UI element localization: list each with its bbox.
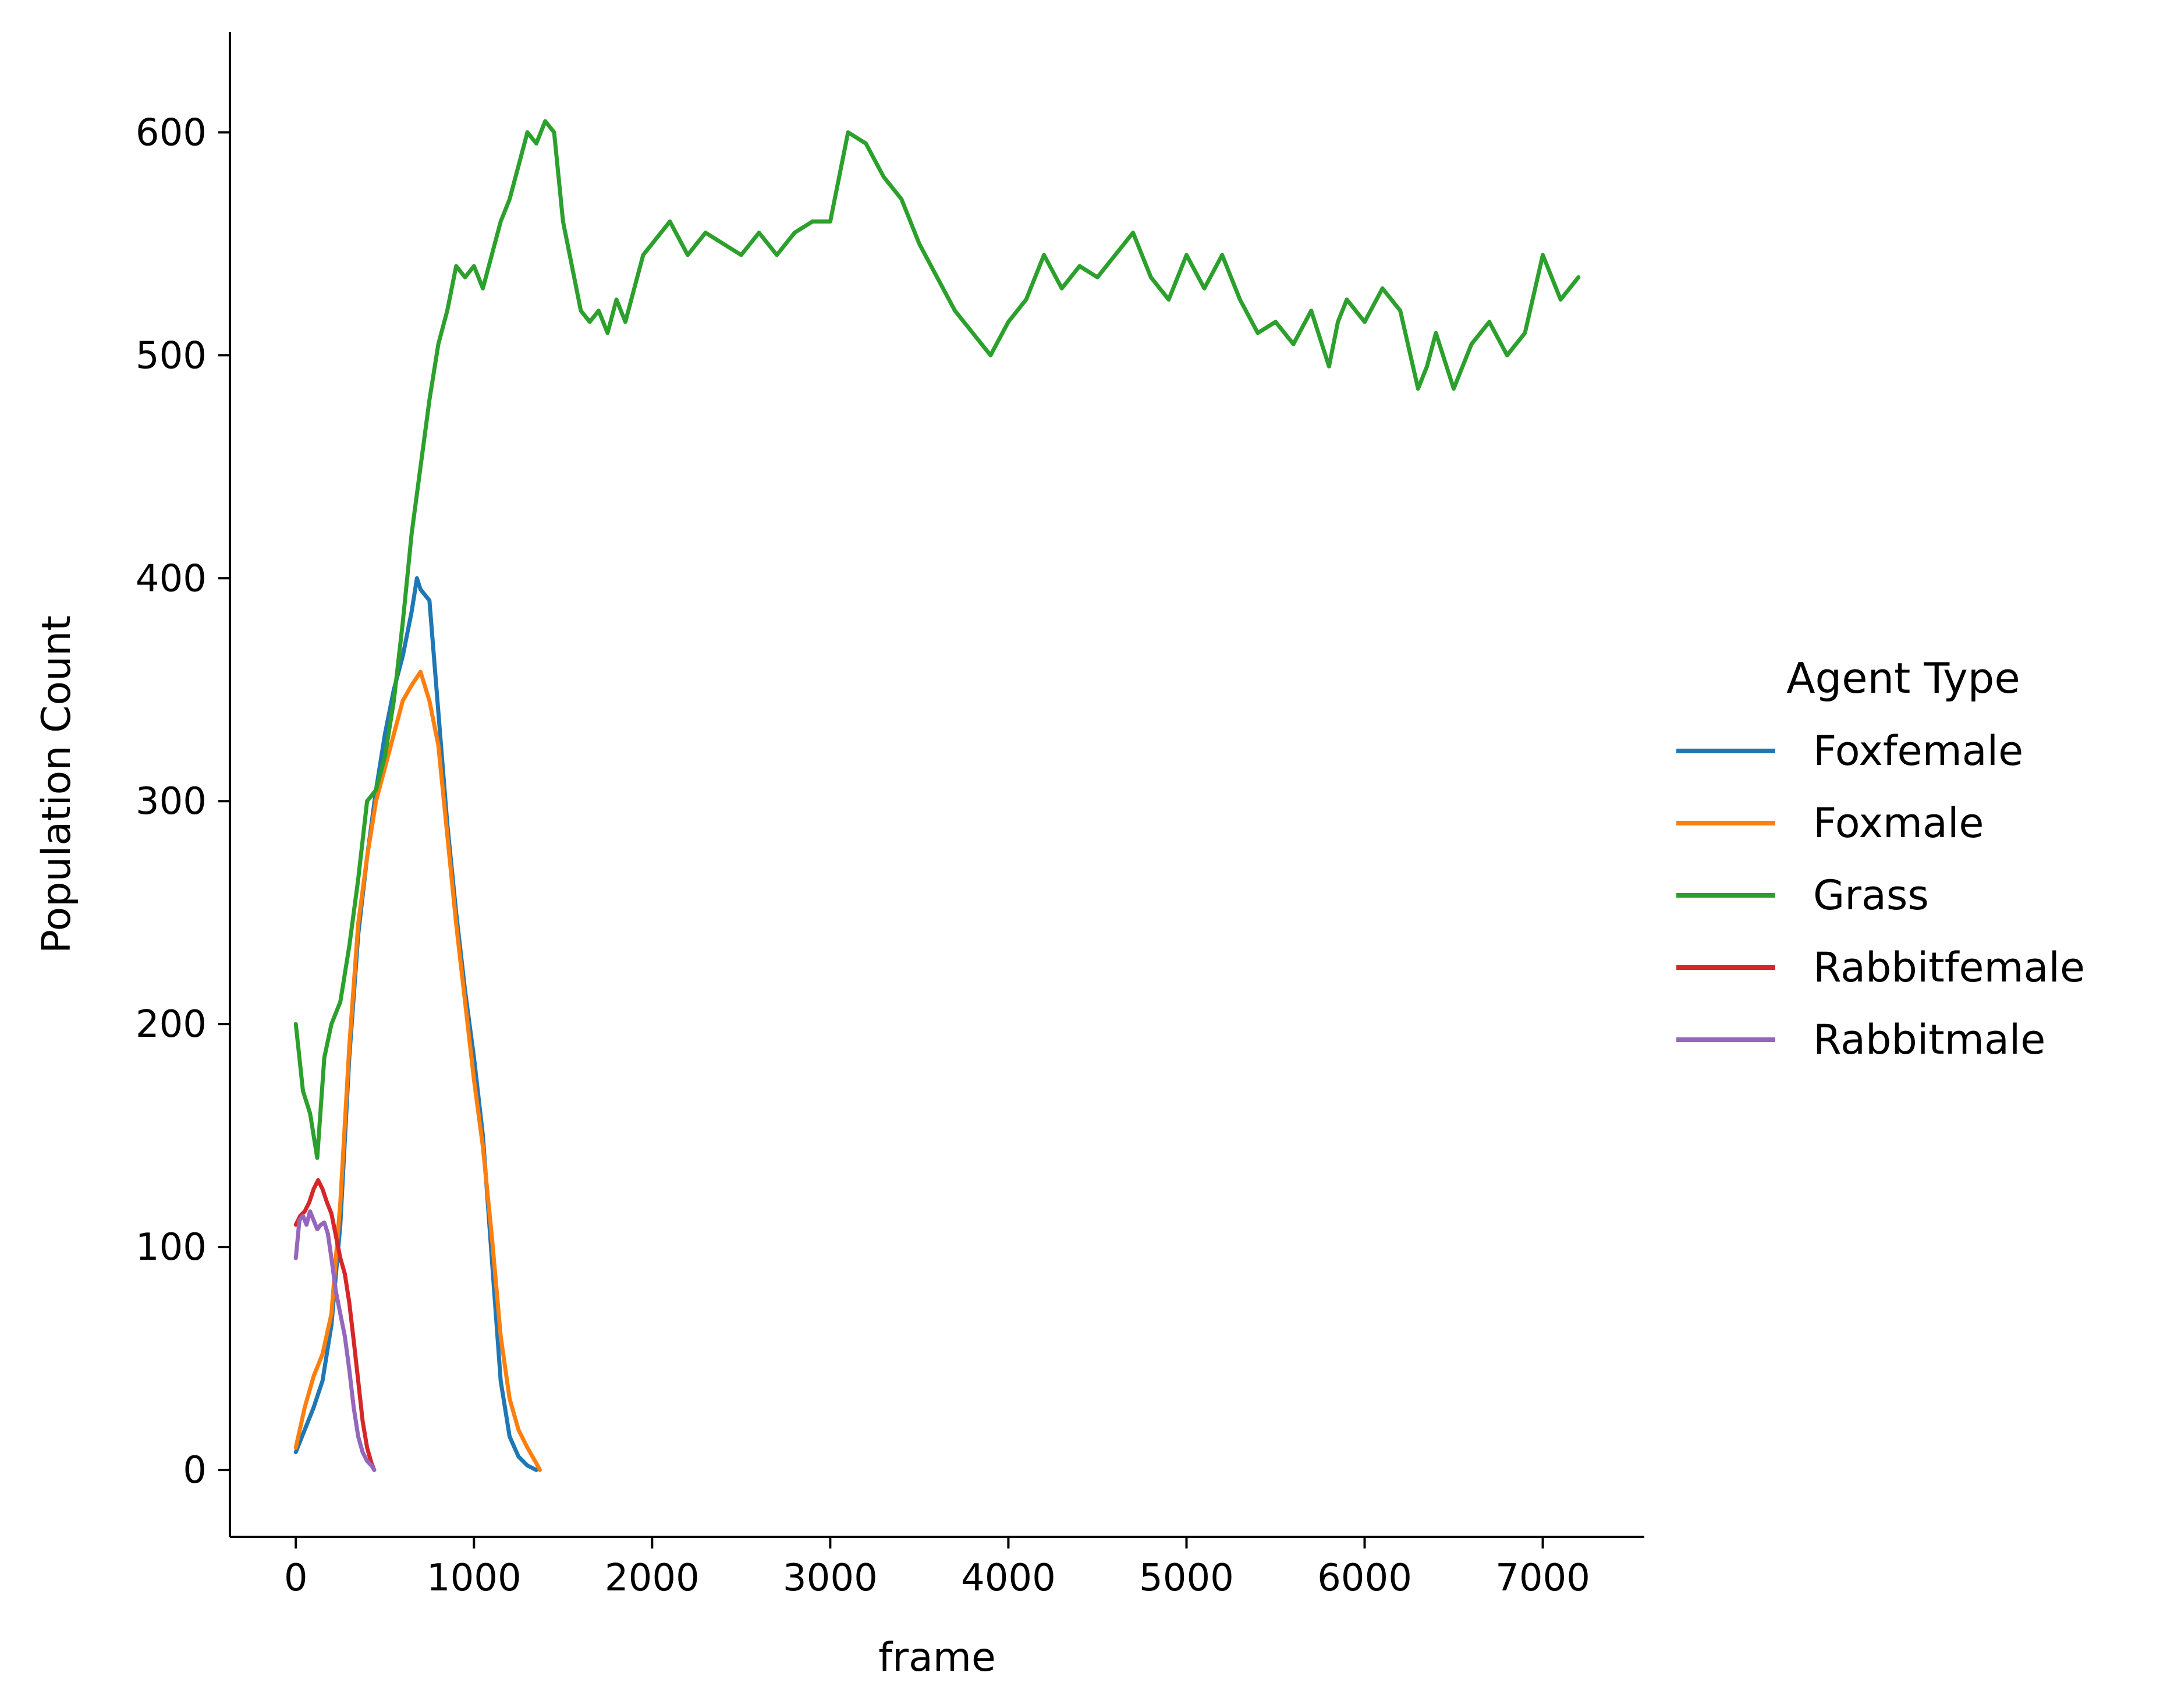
y-tick-label: 400 [136,557,207,600]
series-line-grass [293,119,1581,1160]
x-tick-label: 1000 [427,1557,522,1600]
y-tick-label: 0 [183,1449,207,1492]
legend-label: Rabbitmale [1813,1016,2045,1064]
x-tick-label: 7000 [1495,1557,1590,1600]
series-lines [293,119,1581,1472]
legend-items: Foxfemale Foxmale Grass Rabbitfemale Rabbitm… [1676,727,2085,1064]
legend-label: Foxmale [1813,799,1984,847]
x-tick-label: 5000 [1139,1557,1234,1600]
x-axis-title: frame [878,1635,996,1681]
y-tick-label: 200 [136,1003,207,1046]
x-tick-label: 6000 [1317,1557,1412,1600]
y-axis-ticks: 0 100 200 300 400 500 600 [136,111,230,1492]
series-line-rabbitmale [293,1209,377,1472]
series-line-rabbitfemale [293,1178,377,1472]
y-tick-label: 300 [136,780,207,823]
x-axis-ticks: 0 1000 2000 3000 4000 5000 6000 7000 [284,1537,1590,1600]
x-tick-label: 2000 [605,1557,700,1600]
x-tick-label: 4000 [961,1557,1056,1600]
x-tick-label: 3000 [783,1557,878,1600]
legend-label: Foxfemale [1813,727,2023,775]
legend-label: Grass [1813,871,1929,919]
x-tick-label: 0 [284,1557,308,1600]
y-tick-label: 600 [136,111,207,154]
y-tick-label: 100 [136,1226,207,1269]
legend-label: Rabbitfemale [1813,944,2085,991]
y-tick-label: 500 [136,334,207,377]
y-axis-title: Population Count [34,615,80,954]
legend-title: Agent Type [1786,654,2020,703]
series-line-foxmale [293,669,542,1472]
legend: Agent Type Foxfemale Foxmale Grass Rabbitfe… [1676,654,2085,1064]
